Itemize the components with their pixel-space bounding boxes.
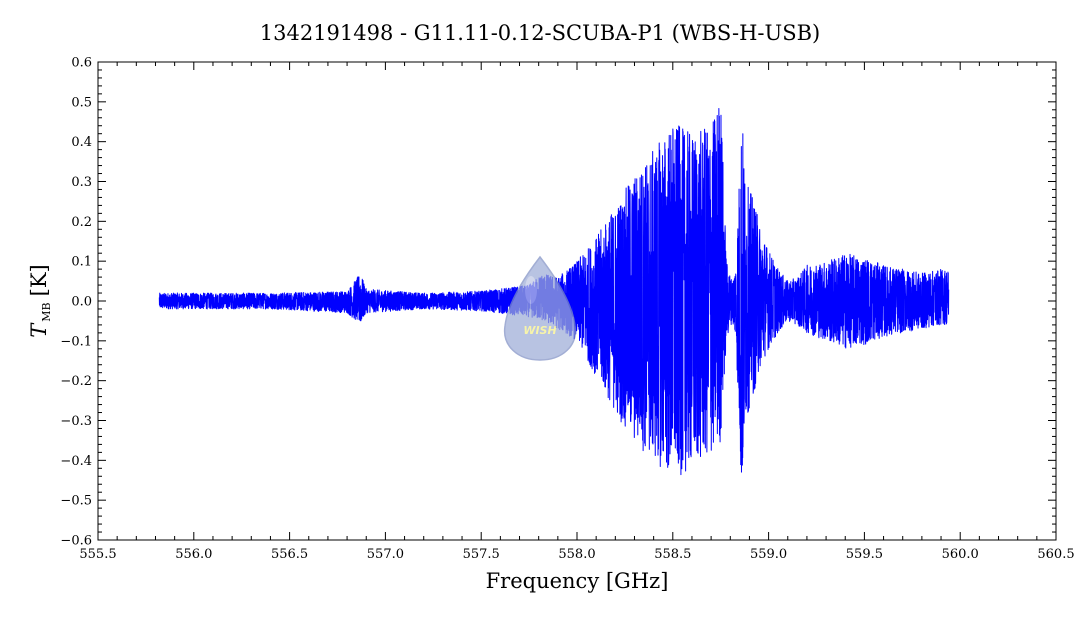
y-tick-label: −0.1 bbox=[60, 334, 92, 349]
x-tick-label: 559.5 bbox=[846, 547, 883, 562]
y-axis: 0.6 0.5 0.4 0.3 0.2 0.1 0.0 −0.1 −0.2 −0.3 −0.4 −0.… bbox=[60, 56, 1056, 549]
chart-title: 1342191498 - G11.11-0.12-SCUBA-P1 (WBS-H… bbox=[260, 21, 821, 45]
wish-watermark-logo: WISH bbox=[503, 255, 577, 361]
y-tick-label: 0.2 bbox=[71, 215, 92, 230]
y-tick-label: 0.6 bbox=[71, 56, 92, 71]
drop-highlight bbox=[525, 276, 537, 304]
x-axis: 555.5 556.0 556.5 557.0 557.5 558.0 558.5 559.0… bbox=[79, 62, 1075, 562]
y-tick-label: 0.4 bbox=[71, 135, 92, 150]
x-tick-label: 557.0 bbox=[367, 547, 404, 562]
x-tick-label: 560.0 bbox=[942, 547, 979, 562]
y-tick-label: 0.1 bbox=[71, 255, 92, 270]
x-tick-label: 560.5 bbox=[1037, 547, 1074, 562]
watermark-text: WISH bbox=[523, 324, 556, 337]
y-tick-label: −0.2 bbox=[60, 374, 92, 389]
y-axis-label-unit: [K] bbox=[27, 264, 51, 296]
y-tick-label: −0.3 bbox=[60, 414, 92, 429]
water-drop-icon bbox=[503, 255, 577, 361]
y-tick-label: −0.4 bbox=[60, 454, 92, 469]
x-tick-label: 555.5 bbox=[79, 547, 116, 562]
x-tick-label: 557.5 bbox=[463, 547, 500, 562]
y-tick-label: −0.5 bbox=[60, 494, 92, 509]
x-tick-label: 556.0 bbox=[175, 547, 212, 562]
x-tick-label: 559.0 bbox=[750, 547, 787, 562]
x-tick-label: 556.5 bbox=[271, 547, 308, 562]
y-axis-label: TMB [K] bbox=[27, 264, 53, 337]
y-tick-label: −0.6 bbox=[60, 534, 92, 549]
y-tick-label: 0.0 bbox=[71, 295, 92, 310]
y-tick-label: 0.3 bbox=[71, 175, 92, 190]
y-tick-label: 0.5 bbox=[71, 95, 92, 110]
y-axis-label-subscript: MB bbox=[40, 302, 53, 321]
x-tick-label: 558.0 bbox=[558, 547, 595, 562]
x-axis-label: Frequency [GHz] bbox=[486, 569, 669, 593]
y-axis-label-symbol: T bbox=[27, 322, 51, 338]
x-tick-label: 558.5 bbox=[654, 547, 691, 562]
